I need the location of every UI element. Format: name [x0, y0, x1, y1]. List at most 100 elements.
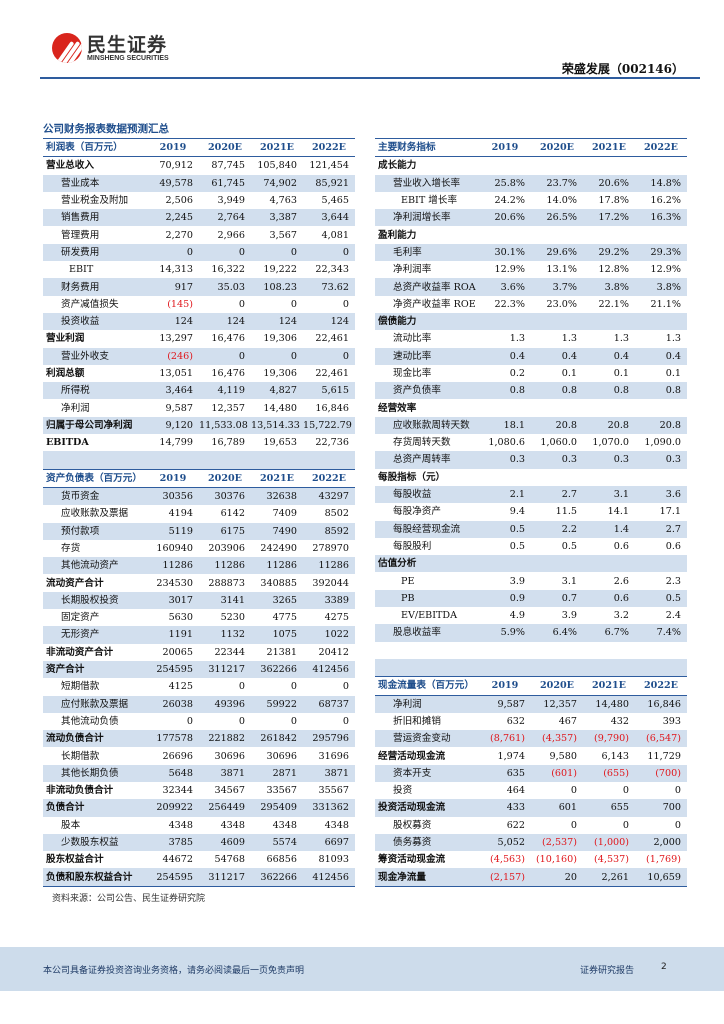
row-label: 毛利率 [375, 243, 479, 262]
cell-value [583, 642, 635, 659]
cell-value: (10,160) [535, 854, 577, 866]
cell-value: 4,081 [321, 229, 349, 241]
cell-value: 2022E [303, 137, 355, 158]
cell-value: 5648 [147, 764, 199, 782]
cell-value: 9,580 [549, 750, 577, 762]
cell-value: 16,322 [211, 264, 245, 276]
table-row: 筹资活动现金流 (4,563) (10,160) (4,537) (1,769) [375, 851, 687, 868]
cell-value: 11286 [303, 557, 355, 575]
cell-value: 4348 [272, 819, 297, 831]
cell-value [583, 555, 635, 573]
cell-value: 0 [622, 819, 629, 831]
row-label: PB [375, 589, 479, 608]
cell-value: 0 [186, 715, 193, 727]
row-label: 净利润 [61, 402, 90, 414]
row-label: 总资产周转率 [375, 451, 479, 469]
table-row: 盈利能力 [375, 226, 687, 243]
cell-value [635, 399, 687, 416]
cell-value: 432 [610, 715, 629, 727]
cell-value: 18.1 [479, 416, 531, 435]
cell-value: 5.9% [479, 624, 531, 642]
table-row: 营业外收支 (246) 0 0 0 [43, 347, 355, 365]
cell-value: 16,476 [211, 368, 245, 379]
disclaimer: 本公司具备证券投资咨询业务资格，请务必阅读最后一页免责声明 [43, 966, 305, 976]
cell-value [583, 312, 635, 331]
cell-value: 11.5 [555, 506, 577, 518]
cell-value: 19,306 [263, 368, 297, 379]
row-label: 其他流动负债 [61, 715, 119, 727]
cell-value: 221882 [199, 730, 251, 748]
row-label: 投资 [393, 785, 413, 797]
cell-value: 105,840 [257, 160, 297, 172]
cell-value: 917 [147, 278, 199, 296]
cell-value: 6175 [199, 522, 251, 540]
row-label: 股权募资 [393, 819, 432, 831]
cell-value: (246) [147, 347, 199, 365]
row-label: 应收账款及票据 [61, 508, 129, 520]
cell-value [635, 642, 687, 659]
table-row: 流动资产合计 234530 288873 340885 392044 [43, 574, 355, 591]
cell-value: 2871 [251, 764, 303, 782]
row-label: 负债合计 [43, 799, 147, 817]
cell-value: 16.3% [635, 209, 687, 227]
cell-value: 0.1 [665, 368, 681, 379]
cell-value: 362266 [251, 868, 303, 887]
cell-value: 16.2% [650, 195, 681, 207]
cell-value [531, 226, 583, 243]
cell-value: 3.1 [583, 485, 635, 504]
cell-value: 0 [290, 681, 297, 693]
cell-value [531, 658, 583, 677]
cell-value: 4275 [324, 612, 349, 624]
table-row: 存货 160940 203906 242490 278970 [43, 540, 355, 557]
cell-value: 3017 [147, 591, 199, 610]
cell-value: 0 [238, 298, 245, 310]
cell-value: 19,222 [263, 264, 297, 276]
table-row: PB 0.9 0.7 0.6 0.5 [375, 589, 687, 608]
table-row: PE 3.9 3.1 2.6 2.3 [375, 572, 687, 589]
cell-value [479, 642, 531, 659]
cell-value: 2020E [531, 676, 583, 696]
table-row: 营业收入增长率 25.8% 23.7% 20.6% 14.8% [375, 174, 687, 192]
cell-value: 0 [570, 785, 577, 797]
cell-value: 0.3 [479, 451, 531, 469]
table-row: 所得税 3,464 4,119 4,827 5,615 [43, 382, 355, 400]
cell-value: 0.6 [665, 540, 681, 552]
row-label: 少数股东权益 [43, 833, 147, 852]
cell-value: 0 [342, 715, 349, 727]
table-row: 应收账款及票据 4194 6142 7409 8502 [43, 505, 355, 522]
table-row: 短期借款 4125 0 0 0 [43, 678, 355, 695]
row-label: 速动比率 [375, 347, 479, 365]
table-row: 资产合计 254595 311217 362266 412456 [43, 660, 355, 679]
row-label: 其他长期负债 [43, 764, 147, 782]
cell-value: (2,537) [531, 833, 583, 852]
table-row: 财务费用 917 35.03 108.23 73.62 [43, 278, 355, 296]
cell-value: 0 [147, 243, 199, 262]
cell-value: 412456 [303, 868, 355, 887]
row-label: 营业利润 [46, 333, 85, 345]
row-label: EBIT [69, 264, 94, 276]
cell-value: 10,659 [635, 868, 687, 887]
table-row: 固定资产 5630 5230 4775 4275 [43, 609, 355, 626]
row-label: 负债和股东权益合计 [43, 868, 147, 887]
table-row: 归属于母公司净利润 9,120 11,533.08 13,514.33 15,722.7… [43, 416, 355, 435]
cell-value: 3.7% [531, 278, 583, 296]
cell-value [147, 451, 199, 470]
cell-value: 1,070.0 [592, 437, 629, 449]
cell-value: 2022E [635, 676, 687, 696]
row-label: 长期股权投资 [43, 591, 147, 610]
table-row: 营业税金及附加 2,506 3,949 4,763 5,465 [43, 192, 355, 209]
cell-value: 3.8% [635, 278, 687, 296]
table-row: 总资产收益率 ROA 3.6% 3.7% 3.8% 3.8% [375, 278, 687, 296]
cell-value: (9,790) [583, 730, 635, 748]
cell-value: 9,587 [165, 402, 193, 414]
cell-value: 3141 [199, 591, 251, 610]
cell-value: 22.1% [598, 298, 629, 310]
cell-value: 0.8 [479, 382, 531, 400]
table-row: 股本 4348 4348 4348 4348 [43, 817, 355, 834]
table-row: 股东权益合计 44672 54768 66856 81093 [43, 851, 355, 868]
cell-value: 15,722.79 [303, 416, 355, 435]
table-row: 长期股权投资 3017 3141 3265 3389 [43, 591, 355, 610]
cell-value: 2019 [479, 137, 531, 158]
table-row: 折旧和摊销 632 467 432 393 [375, 713, 687, 730]
cell-value: 2022E [303, 468, 355, 488]
